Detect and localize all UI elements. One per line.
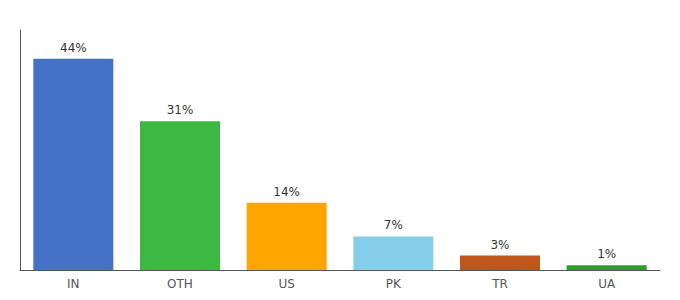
svg-text:UA: UA bbox=[598, 277, 616, 291]
svg-text:US: US bbox=[278, 277, 294, 291]
svg-text:31%: 31% bbox=[167, 103, 194, 117]
svg-text:1%: 1% bbox=[597, 247, 616, 261]
svg-text:44%: 44% bbox=[60, 41, 87, 55]
svg-text:7%: 7% bbox=[384, 218, 403, 232]
svg-text:TR: TR bbox=[491, 277, 508, 291]
svg-text:OTH: OTH bbox=[167, 277, 193, 291]
svg-text:14%: 14% bbox=[273, 185, 300, 199]
svg-text:3%: 3% bbox=[490, 238, 509, 252]
svg-text:PK: PK bbox=[386, 277, 402, 291]
svg-text:IN: IN bbox=[67, 277, 80, 291]
